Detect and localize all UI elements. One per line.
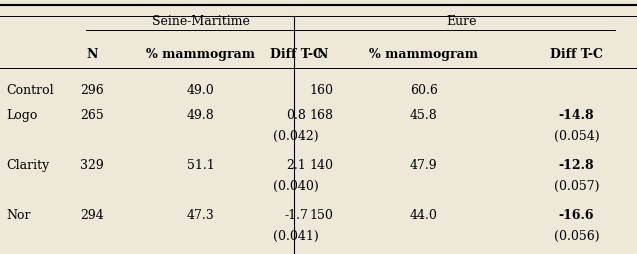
Text: (0.056): (0.056) [554,229,599,242]
Text: % mammogram: % mammogram [369,48,478,61]
Text: (0.041): (0.041) [273,229,319,242]
Text: 51.1: 51.1 [187,158,215,171]
Text: (0.054): (0.054) [554,129,599,142]
Text: -16.6: -16.6 [559,208,594,221]
Text: -1.7: -1.7 [284,208,308,221]
Text: 45.8: 45.8 [410,109,438,121]
Text: % mammogram: % mammogram [146,48,255,61]
Text: (0.057): (0.057) [554,179,599,192]
Text: 296: 296 [80,84,104,97]
Text: Seine-Maritime: Seine-Maritime [152,15,250,28]
Text: 160: 160 [310,84,334,97]
Text: -12.8: -12.8 [559,158,594,171]
Text: 265: 265 [80,109,104,121]
Text: 329: 329 [80,158,104,171]
Text: Diff T-C: Diff T-C [550,48,603,61]
Text: 150: 150 [310,208,334,221]
Text: 168: 168 [310,109,334,121]
Text: 49.0: 49.0 [187,84,215,97]
Text: 49.8: 49.8 [187,109,215,121]
Text: (0.042): (0.042) [273,129,319,142]
Text: Eure: Eure [447,15,477,28]
Text: 60.6: 60.6 [410,84,438,97]
Text: Control: Control [6,84,54,97]
Text: 140: 140 [310,158,334,171]
Text: 0.8: 0.8 [286,109,306,121]
Text: 294: 294 [80,208,104,221]
Text: -14.8: -14.8 [559,109,594,121]
Text: N: N [316,48,327,61]
Text: Clarity: Clarity [6,158,50,171]
Text: Nor: Nor [6,208,31,221]
Text: (0.040): (0.040) [273,179,319,192]
Text: 44.0: 44.0 [410,208,438,221]
Text: N: N [87,48,98,61]
Text: Diff T-C: Diff T-C [269,48,323,61]
Text: 47.9: 47.9 [410,158,438,171]
Text: Logo: Logo [6,109,38,121]
Text: 47.3: 47.3 [187,208,215,221]
Text: 2.1: 2.1 [286,158,306,171]
